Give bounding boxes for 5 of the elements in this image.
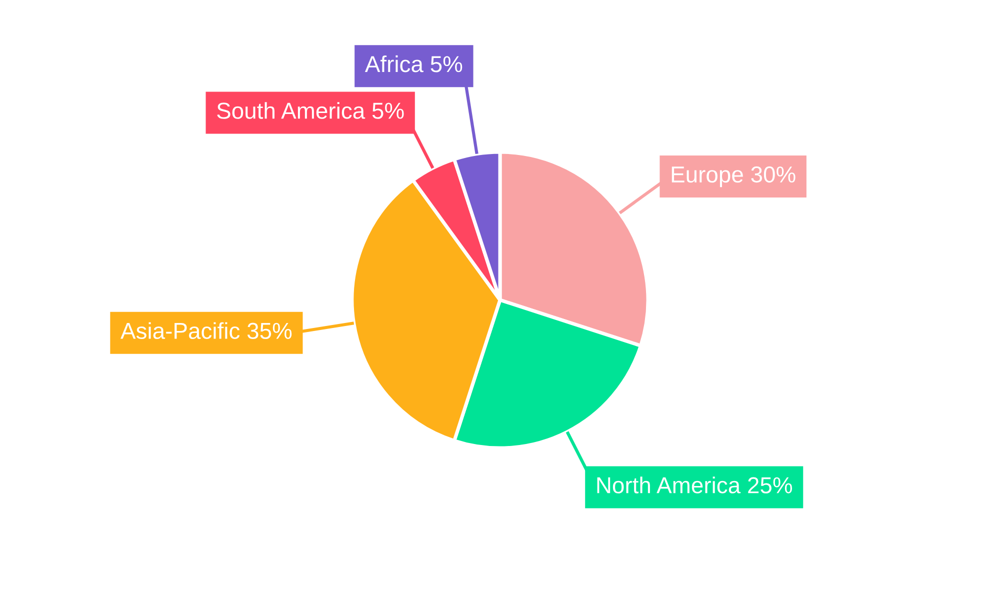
slice-label: South America 5%: [217, 102, 404, 119]
slice-label: Asia-Pacific 35%: [120, 322, 292, 340]
slice-label: Africa 5%: [364, 55, 462, 72]
slice-label: Europe 30%: [672, 166, 796, 188]
slice-label: North America 25%: [597, 476, 792, 494]
